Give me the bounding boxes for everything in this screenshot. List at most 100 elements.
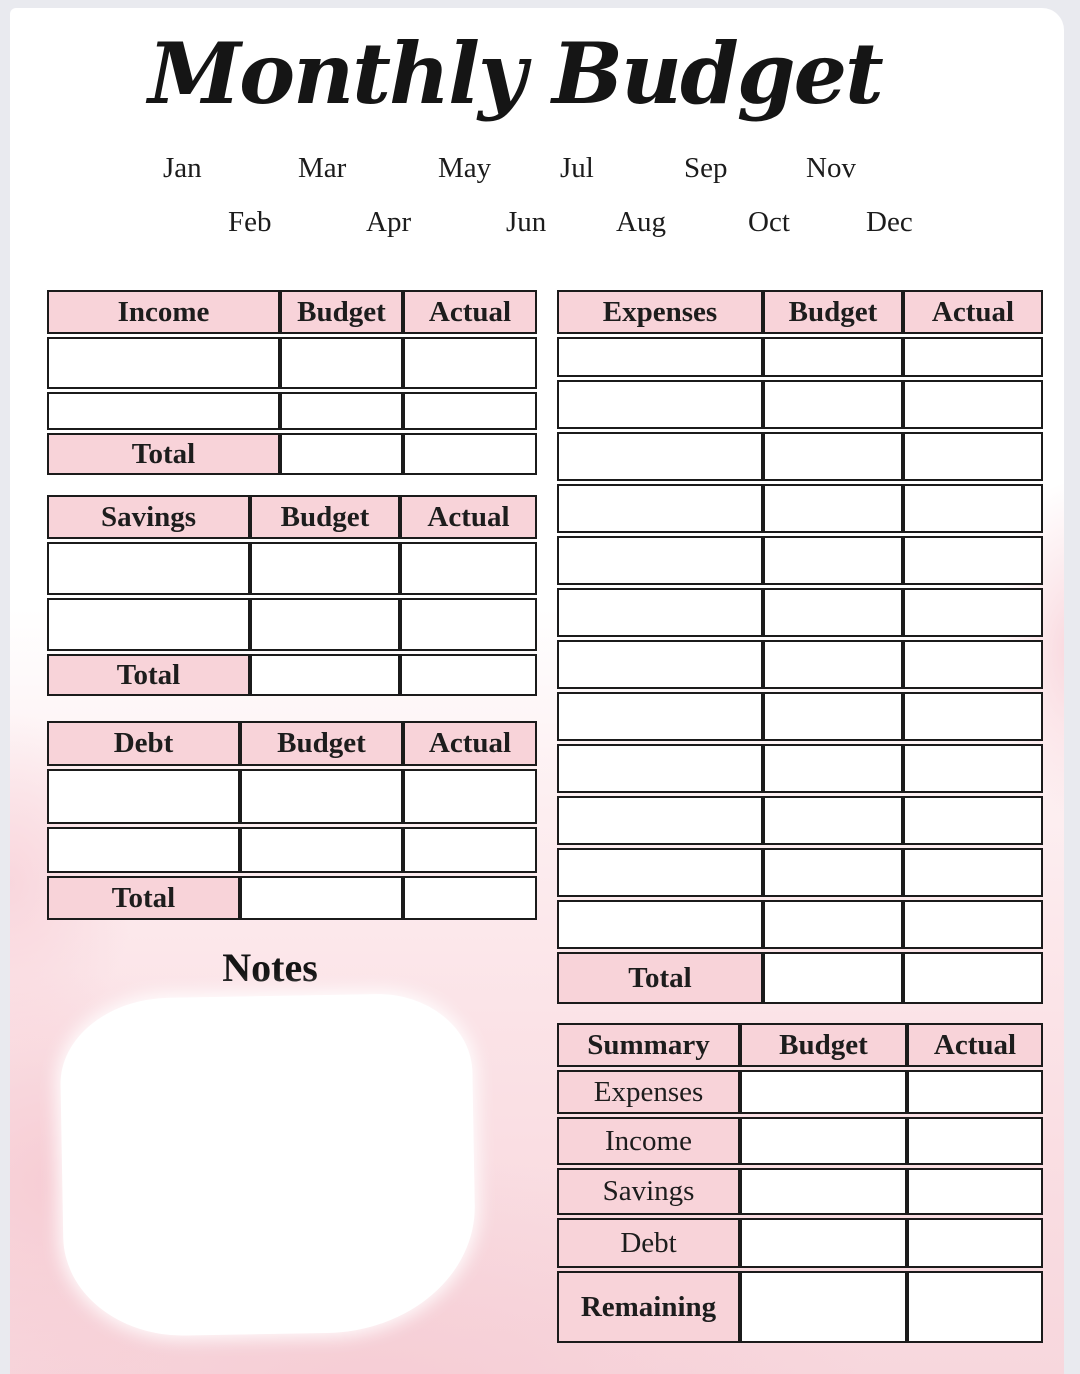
expenses-item-cell — [557, 380, 763, 429]
summary-savings-label: Savings — [557, 1168, 740, 1215]
month-aug: Aug — [616, 206, 666, 238]
income-budget-cell — [280, 392, 403, 430]
expenses-total-label: Total — [557, 952, 763, 1004]
expenses-empty-row — [557, 484, 1043, 533]
income-total-row: Total — [47, 433, 537, 475]
summary-debt-label: Debt — [557, 1218, 740, 1268]
summary-header-row: Summary Budget Actual — [557, 1023, 1043, 1067]
expenses-item-cell — [557, 536, 763, 585]
summary-savings-budget-cell — [740, 1168, 907, 1215]
expenses-budget-cell — [763, 484, 903, 533]
expenses-actual-cell — [903, 900, 1043, 949]
debt-budget-header: Budget — [240, 721, 403, 766]
expenses-item-cell — [557, 848, 763, 897]
month-oct: Oct — [748, 206, 790, 238]
summary-budget-header: Budget — [740, 1023, 907, 1067]
month-mar: Mar — [298, 152, 347, 184]
expenses-empty-row — [557, 380, 1043, 429]
expenses-item-cell — [557, 640, 763, 689]
expenses-actual-cell — [903, 796, 1043, 845]
expenses-empty-row — [557, 432, 1043, 481]
summary-remaining-budget-cell — [740, 1271, 907, 1343]
debt-total-budget-cell — [240, 876, 403, 920]
debt-header-row: Debt Budget Actual — [47, 721, 537, 766]
summary-savings-actual-cell — [907, 1168, 1043, 1215]
income-actual-cell — [403, 392, 537, 430]
expenses-budget-cell — [763, 432, 903, 481]
debt-table-title: Debt — [47, 721, 240, 766]
income-item-cell — [47, 392, 280, 430]
savings-total-actual-cell — [400, 654, 537, 696]
expenses-table-title: Expenses — [557, 290, 763, 334]
debt-budget-cell — [240, 769, 403, 824]
savings-actual-header: Actual — [400, 495, 537, 539]
expenses-item-cell — [557, 692, 763, 741]
income-budget-cell — [280, 337, 403, 389]
summary-income-row: Income — [557, 1117, 1043, 1165]
debt-table: Debt Budget Actual Total — [47, 718, 537, 923]
savings-budget-cell — [250, 598, 400, 651]
expenses-actual-cell — [903, 380, 1043, 429]
expenses-total-actual-cell — [903, 952, 1043, 1004]
expenses-empty-row — [557, 848, 1043, 897]
expenses-empty-row — [557, 796, 1043, 845]
summary-income-budget-cell — [740, 1117, 907, 1165]
expenses-item-cell — [557, 337, 763, 377]
summary-table: Summary Budget Actual Expenses Income Sa… — [557, 1020, 1043, 1346]
expenses-empty-row — [557, 588, 1043, 637]
debt-total-row: Total — [47, 876, 537, 920]
expenses-empty-row — [557, 640, 1043, 689]
income-total-actual-cell — [403, 433, 537, 475]
summary-table-title: Summary — [557, 1023, 740, 1067]
expenses-item-cell — [557, 484, 763, 533]
summary-remaining-actual-cell — [907, 1271, 1043, 1343]
income-table: Income Budget Actual Total — [47, 287, 537, 478]
debt-actual-cell — [403, 769, 537, 824]
summary-debt-row: Debt — [557, 1218, 1043, 1268]
expenses-budget-cell — [763, 588, 903, 637]
income-actual-header: Actual — [403, 290, 537, 334]
income-table-title: Income — [47, 290, 280, 334]
income-header-row: Income Budget Actual — [47, 290, 537, 334]
savings-budget-header: Budget — [250, 495, 400, 539]
expenses-actual-cell — [903, 432, 1043, 481]
expenses-budget-cell — [763, 640, 903, 689]
month-jun: Jun — [506, 206, 547, 238]
savings-total-label: Total — [47, 654, 250, 696]
expenses-budget-cell — [763, 796, 903, 845]
debt-total-actual-cell — [403, 876, 537, 920]
debt-actual-cell — [403, 827, 537, 873]
summary-expenses-actual-cell — [907, 1070, 1043, 1114]
expenses-actual-cell — [903, 536, 1043, 585]
summary-debt-actual-cell — [907, 1218, 1043, 1268]
debt-empty-row — [47, 769, 537, 824]
income-empty-row — [47, 392, 537, 430]
expenses-empty-row — [557, 744, 1043, 793]
debt-item-cell — [47, 827, 240, 873]
expenses-budget-cell — [763, 380, 903, 429]
income-total-label: Total — [47, 433, 280, 475]
month-feb: Feb — [228, 206, 272, 238]
expenses-empty-row — [557, 692, 1043, 741]
summary-remaining-row: Remaining — [557, 1271, 1043, 1343]
expenses-actual-cell — [903, 848, 1043, 897]
month-may: May — [438, 152, 492, 184]
expenses-empty-row — [557, 337, 1043, 377]
debt-item-cell — [47, 769, 240, 824]
summary-remaining-label: Remaining — [557, 1271, 740, 1343]
income-actual-cell — [403, 337, 537, 389]
page-title: Monthly Budget — [148, 24, 884, 123]
month-dec: Dec — [866, 206, 913, 238]
month-sep: Sep — [684, 152, 728, 184]
debt-empty-row — [47, 827, 537, 873]
expenses-item-cell — [557, 796, 763, 845]
savings-actual-cell — [400, 542, 537, 595]
expenses-actual-cell — [903, 337, 1043, 377]
expenses-item-cell — [557, 900, 763, 949]
month-nov: Nov — [806, 152, 856, 184]
expenses-budget-header: Budget — [763, 290, 903, 334]
planner-page: Monthly Budget Jan Mar May Jul Sep Nov F… — [10, 8, 1064, 1374]
month-apr: Apr — [366, 206, 412, 238]
expenses-actual-cell — [903, 484, 1043, 533]
savings-item-cell — [47, 598, 250, 651]
